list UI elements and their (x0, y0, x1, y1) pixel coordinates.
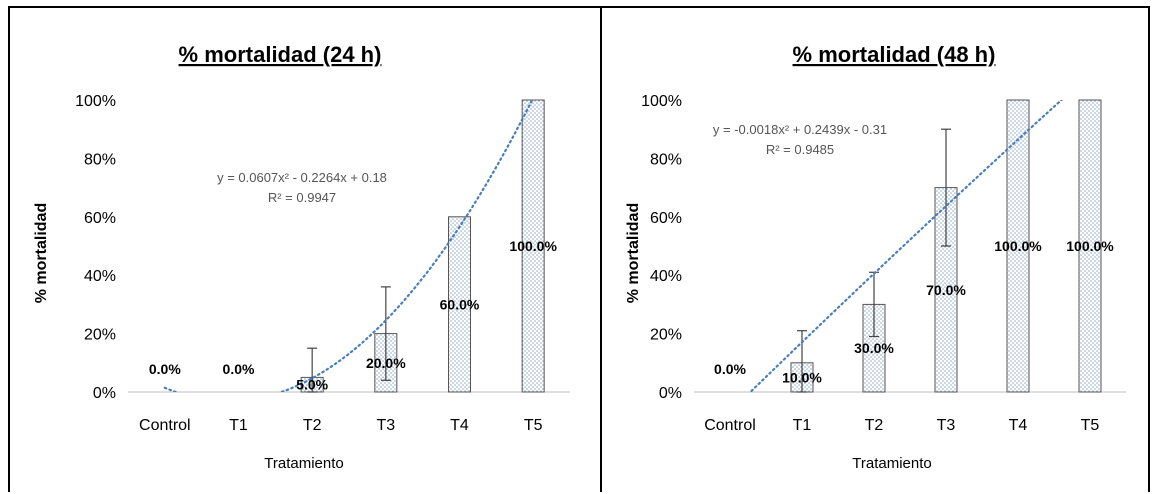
x-tick-label: T3 (937, 417, 956, 434)
x-tick-label: T2 (303, 417, 322, 434)
data-label: 100.0% (1066, 238, 1114, 254)
x-tick-label: T4 (450, 417, 469, 434)
y-tick-label: 0% (93, 385, 116, 402)
data-label: 100.0% (994, 238, 1042, 254)
trend-equation: y = 0.0607x² - 0.2264x + 0.18 (217, 170, 387, 185)
trendline (748, 100, 1064, 392)
data-label: 70.0% (926, 282, 966, 298)
x-axis-label: Tratamiento (852, 455, 931, 472)
bar (521, 99, 545, 393)
data-label: 0.0% (149, 361, 181, 377)
chart-48h: % mortalidad (48 h) % mortalidad Tratami… (625, 42, 1126, 472)
x-tick-label: Control (704, 417, 756, 434)
x-tick-label: T1 (793, 417, 812, 434)
y-tick-label: 100% (75, 93, 116, 110)
bar (448, 216, 471, 393)
chart-panel-48h: % mortalidad (48 h) % mortalidad Tratami… (600, 6, 1150, 492)
data-label: 20.0% (366, 355, 406, 371)
chart-title: % mortalidad (24 h) (179, 42, 382, 67)
trend-equation: y = -0.0018x² + 0.2439x - 0.31 (713, 122, 887, 137)
plot-area: 0% 20% 40% 60% 80% 100% Control T1 T2 T3 T4 T5 0.0% 1… (641, 93, 1126, 434)
x-tick-label: T2 (865, 417, 884, 434)
x-tick-label: T3 (376, 417, 395, 434)
plot-area: 0% 20% 40% 60% 80% 100% Control T1 T2 T3 T4 T5 0.0% 0… (75, 93, 570, 434)
chart-24h: % mortalidad (24 h) % mortalidad Tratami… (33, 42, 570, 472)
data-label: 100.0% (509, 238, 557, 254)
y-tick-label: 80% (84, 151, 116, 168)
y-tick-label: 20% (650, 327, 682, 344)
chart-title: % mortalidad (48 h) (793, 42, 996, 67)
trend-r2: R² = 0.9485 (766, 142, 834, 157)
y-tick-label: 80% (650, 151, 682, 168)
y-axis-label: % mortalidad (33, 203, 50, 303)
x-tick-label: T5 (1081, 417, 1100, 434)
x-axis-label: Tratamiento (264, 455, 343, 472)
x-tick-label: T5 (524, 417, 543, 434)
data-label: 30.0% (854, 340, 894, 356)
y-tick-label: 100% (641, 93, 682, 110)
data-label: 0.0% (714, 361, 746, 377)
y-tick-label: 20% (84, 327, 116, 344)
trend-r2: R² = 0.9947 (268, 190, 336, 205)
trendline (163, 100, 534, 392)
y-tick-label: 0% (659, 385, 682, 402)
y-tick-label: 60% (84, 210, 116, 227)
y-tick-label: 40% (84, 268, 116, 285)
x-tick-label: Control (139, 417, 191, 434)
x-tick-label: T4 (1009, 417, 1028, 434)
y-tick-label: 60% (650, 210, 682, 227)
data-label: 10.0% (782, 369, 822, 385)
chart-panel-24h: % mortalidad (24 h) % mortalidad Tratami… (8, 6, 602, 492)
x-tick-label: T1 (229, 417, 248, 434)
data-label: 5.0% (296, 377, 328, 393)
bar (1078, 99, 1102, 393)
y-axis-label: % mortalidad (625, 203, 642, 303)
y-tick-label: 40% (650, 268, 682, 285)
data-label: 0.0% (223, 361, 255, 377)
bar (1006, 99, 1030, 393)
data-label: 60.0% (440, 296, 480, 312)
